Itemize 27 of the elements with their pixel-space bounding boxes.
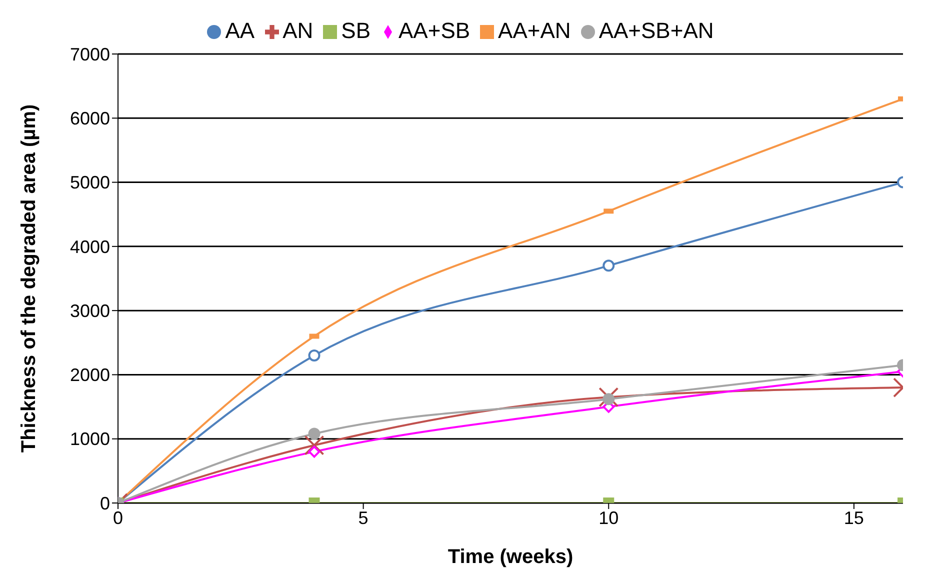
x-tick-label: 5 xyxy=(358,508,368,528)
legend-label: AA+SB xyxy=(398,18,470,43)
y-tick-label: 3000 xyxy=(70,300,110,321)
y-tick-label: 1000 xyxy=(70,429,110,450)
point xyxy=(602,393,615,406)
legend-label: AA+SB+AN xyxy=(598,18,714,43)
point xyxy=(602,260,615,272)
y-tick-label: 0 xyxy=(100,493,110,514)
y-tick-label: 4000 xyxy=(70,236,110,257)
legend-label: AN xyxy=(282,18,314,43)
legend-label: SB xyxy=(341,18,370,43)
y-tick-label: 2000 xyxy=(70,365,110,386)
y-tick-label: 5000 xyxy=(70,172,110,193)
x-tick-label: 10 xyxy=(598,508,619,528)
x-axis-title: Time (weeks) xyxy=(448,546,574,568)
legend-label: AA xyxy=(225,18,255,43)
point xyxy=(308,428,320,440)
y-tick-label: 6000 xyxy=(70,108,110,129)
point xyxy=(308,446,320,458)
y-tick-label: 7000 xyxy=(70,44,110,64)
y-axis-title: Thickness of the degraded area (µm) xyxy=(18,104,40,453)
point xyxy=(308,349,320,362)
x-tick-label: 15 xyxy=(844,508,864,528)
point xyxy=(598,387,619,408)
point xyxy=(304,435,324,456)
x-tick-label: 0 xyxy=(112,508,124,528)
legend-label: AA+AN xyxy=(498,18,571,43)
